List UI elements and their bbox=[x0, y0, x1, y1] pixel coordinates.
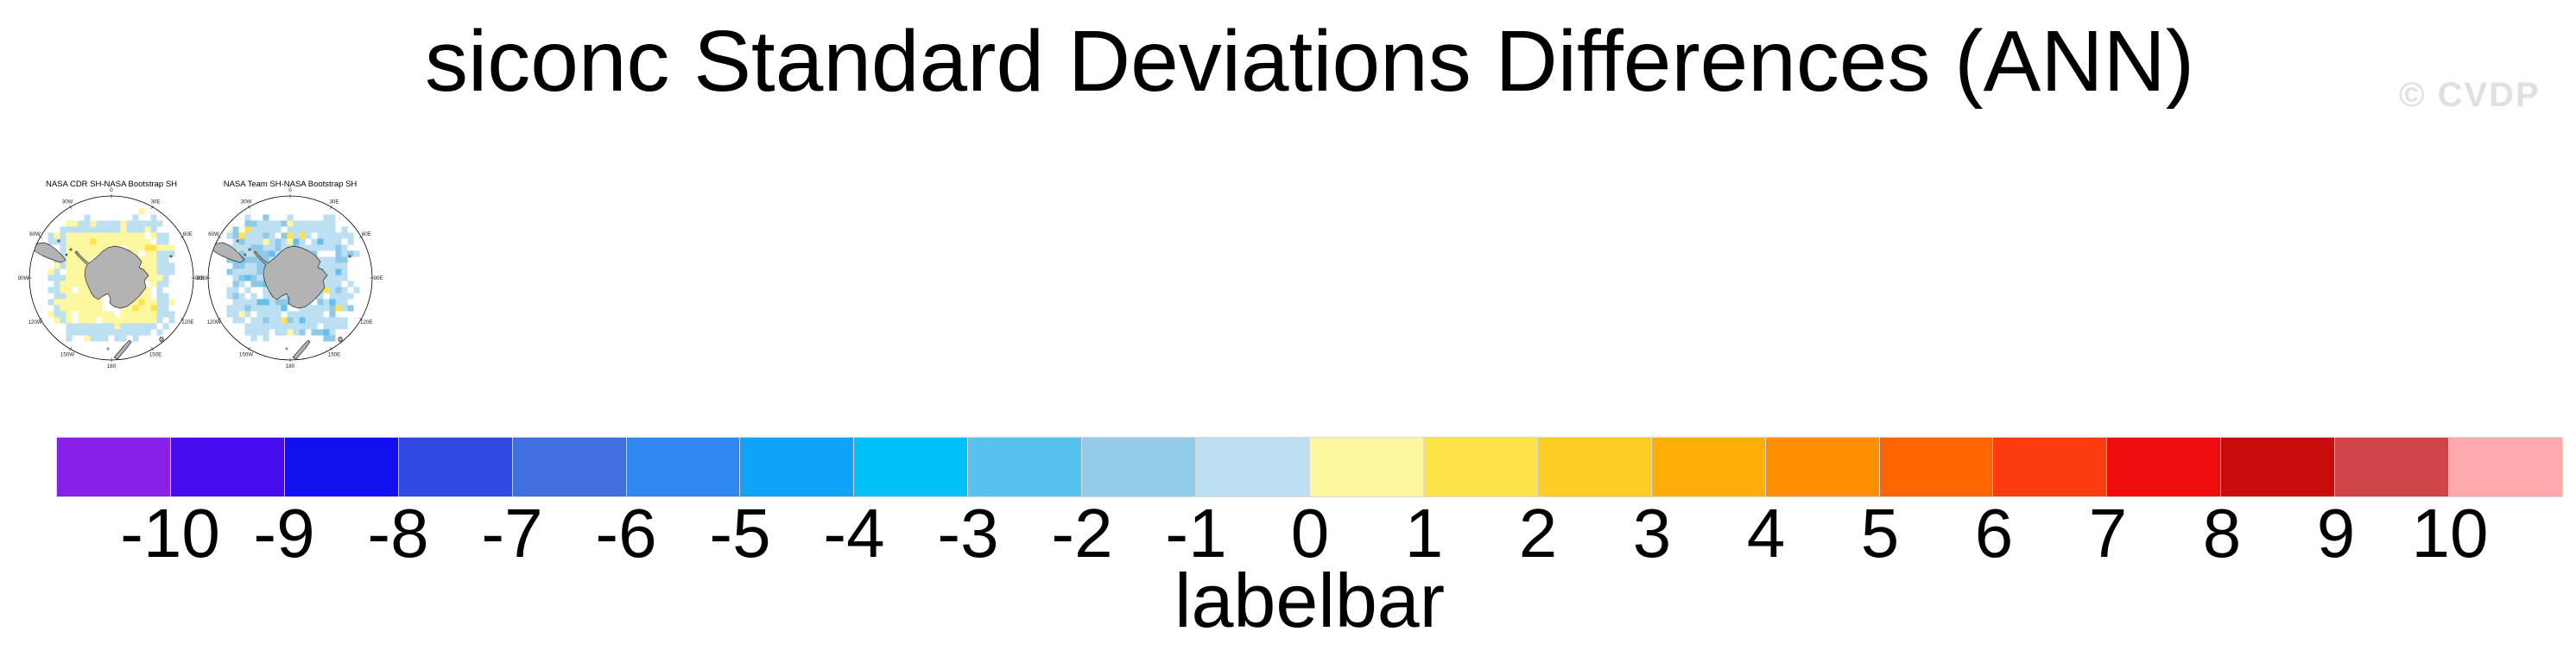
labelbar-box bbox=[1992, 438, 2107, 496]
labelbar-tick: 4 bbox=[1746, 495, 1786, 572]
labelbar-box bbox=[1308, 438, 1423, 496]
longitude-label: 150E bbox=[149, 351, 161, 357]
cvdp-watermark: © CVDP bbox=[2399, 76, 2541, 114]
labelbar-box bbox=[1650, 438, 1765, 496]
labelbar-box bbox=[853, 438, 968, 496]
labelbar-tick: 10 bbox=[2411, 495, 2489, 572]
longitude-label: 90E bbox=[373, 275, 383, 281]
longitude-label: 0 bbox=[110, 187, 113, 193]
longitude-label: 60W bbox=[29, 231, 41, 237]
labelbar-tick: 3 bbox=[1632, 495, 1672, 572]
map-panel-title: NASA CDR SH-NASA Bootstrap SH bbox=[46, 180, 177, 189]
labelbar-tick: 5 bbox=[1860, 495, 1900, 572]
labelbar-box bbox=[1422, 438, 1537, 496]
longitude-label: 180 bbox=[286, 363, 295, 370]
labelbar-tick: 9 bbox=[2316, 495, 2356, 572]
land-masses bbox=[32, 239, 173, 360]
labelbar-tick: -5 bbox=[709, 495, 771, 572]
labelbar-tick-labels: -10 -9 -8 -7 -6 -5 -4 -3 -2 -1 0 1 2 3 4 5 6 7 8 9 10 bbox=[113, 499, 2507, 568]
longitude-label: 90E bbox=[194, 275, 204, 281]
labelbar-box bbox=[1195, 438, 1309, 496]
labelbar-tick: -2 bbox=[1051, 495, 1113, 572]
labelbar-tick: 0 bbox=[1290, 495, 1330, 572]
labelbar-box bbox=[1081, 438, 1196, 496]
south-polar-map: NASA Team SH-NASA Bootstrap SH0 30E 60E 90E… bbox=[197, 180, 383, 370]
labelbar-tick: 8 bbox=[2202, 495, 2242, 572]
labelbar-tick: -10 bbox=[120, 495, 220, 572]
land-masses bbox=[211, 239, 351, 360]
longitude-label: 120W bbox=[207, 319, 221, 325]
labelbar-box bbox=[739, 438, 854, 496]
map-panel-nasa-team: NASA Team SH-NASA Bootstrap SH 0 30E 60E 90E… bbox=[195, 173, 385, 380]
figure-title: siconc Standard Deviations Differences (… bbox=[424, 13, 2195, 110]
labelbar-tick: 6 bbox=[1974, 495, 2014, 572]
labelbar-box bbox=[967, 438, 1082, 496]
labelbar-box bbox=[1536, 438, 1651, 496]
labelbar-tick: -9 bbox=[253, 495, 315, 572]
labelbar-tick: 2 bbox=[1518, 495, 1558, 572]
labelbar-tick: -8 bbox=[367, 495, 429, 572]
longitude-label: 180 bbox=[107, 363, 117, 370]
labelbar-box bbox=[2106, 438, 2221, 496]
longitude-label: 30E bbox=[150, 199, 160, 205]
longitude-label: 150W bbox=[239, 351, 253, 357]
longitude-label: 120E bbox=[181, 319, 193, 325]
longitude-label: 150W bbox=[60, 351, 74, 357]
longitude-label: 0 bbox=[288, 187, 292, 193]
labelbar-box bbox=[1878, 438, 1993, 496]
longitude-label: 60W bbox=[208, 231, 219, 237]
labelbar-tick: -4 bbox=[823, 495, 885, 572]
labelbar-box bbox=[2448, 438, 2562, 496]
labelbar-box bbox=[397, 438, 512, 496]
longitude-label: 90W bbox=[197, 275, 208, 281]
labelbar-boxes bbox=[56, 437, 2563, 497]
labelbar-box bbox=[2334, 438, 2449, 496]
labelbar-tick: -3 bbox=[937, 495, 999, 572]
longitude-label: 90W bbox=[18, 275, 29, 281]
labelbar-box bbox=[169, 438, 284, 496]
labelbar-box bbox=[625, 438, 740, 496]
map-panel-title: NASA Team SH-NASA Bootstrap SH bbox=[224, 180, 358, 189]
labelbar-box bbox=[283, 438, 398, 496]
labelbar-title: labelbar bbox=[1174, 558, 1446, 643]
longitude-label: 60E bbox=[183, 231, 193, 237]
labelbar-tick: 1 bbox=[1404, 495, 1444, 572]
longitude-label: 120E bbox=[360, 319, 372, 325]
labelbar-box bbox=[2220, 438, 2335, 496]
longitude-label: 60E bbox=[362, 231, 371, 237]
labelbar-box bbox=[511, 438, 626, 496]
labelbar-box bbox=[57, 438, 170, 496]
labelbar-tick: -7 bbox=[481, 495, 543, 572]
labelbar-tick: -6 bbox=[595, 495, 657, 572]
longitude-label: 30E bbox=[329, 199, 339, 205]
longitude-label: 150E bbox=[328, 351, 340, 357]
labelbar-tick: -1 bbox=[1165, 495, 1227, 572]
labelbar-tick: 7 bbox=[2088, 495, 2128, 572]
longitude-label: 120W bbox=[28, 319, 42, 325]
south-polar-map: NASA CDR SH-NASA Bootstrap SH0 30E 60E 90E 1… bbox=[18, 180, 205, 370]
map-panel-nasa-cdr: NASA CDR SH-NASA Bootstrap SH 0 30E 60E 90E 1… bbox=[16, 173, 206, 380]
labelbar-box bbox=[1764, 438, 1879, 496]
longitude-label: 30W bbox=[241, 199, 252, 205]
longitude-label: 30W bbox=[62, 199, 73, 205]
